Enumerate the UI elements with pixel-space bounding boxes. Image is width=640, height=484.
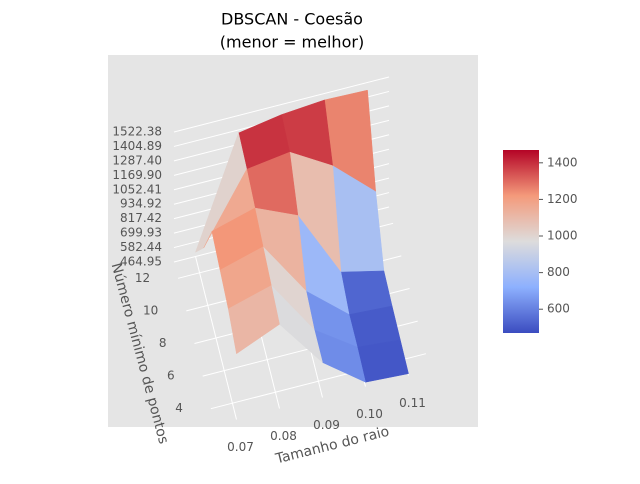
z-tick-label: 582.44 — [120, 240, 162, 254]
x-tick-label: 0.07 — [227, 440, 254, 454]
z-tick-label: 934.92 — [120, 197, 162, 211]
x-tick-label: 0.10 — [356, 407, 383, 421]
chart-title: DBSCAN - Coesão — [221, 10, 363, 29]
colorbar-tick-label: 1200 — [547, 192, 578, 206]
z-tick-label: 817.42 — [120, 211, 162, 225]
chart-title: (menor = melhor) — [220, 33, 364, 52]
colorbar — [503, 150, 539, 333]
y-tick-label: 12 — [135, 271, 150, 285]
z-tick-label: 464.95 — [120, 255, 162, 269]
x-tick-label: 0.08 — [270, 429, 297, 443]
z-tick-label: 1404.89 — [112, 139, 162, 153]
y-tick-label: 6 — [167, 369, 175, 383]
z-tick-label: 1522.38 — [112, 125, 162, 139]
y-tick-label: 10 — [143, 303, 158, 317]
z-tick-label: 1169.90 — [112, 168, 162, 182]
colorbar-tick-label: 600 — [547, 302, 570, 316]
surface-patch — [228, 285, 280, 355]
y-tick-label: 8 — [159, 336, 167, 350]
colorbar-tick-label: 1400 — [547, 155, 578, 169]
z-tick-label: 1287.40 — [112, 153, 162, 167]
colorbar-tick-label: 1000 — [547, 229, 578, 243]
colorbar-tick-label: 800 — [547, 265, 570, 279]
z-tick-label: 1052.41 — [112, 182, 162, 196]
x-tick-label: 0.11 — [399, 396, 426, 410]
y-tick-label: 4 — [175, 401, 183, 415]
z-tick-label: 699.93 — [120, 226, 162, 240]
x-tick-label: 0.09 — [313, 418, 340, 432]
grid-line — [173, 76, 390, 133]
